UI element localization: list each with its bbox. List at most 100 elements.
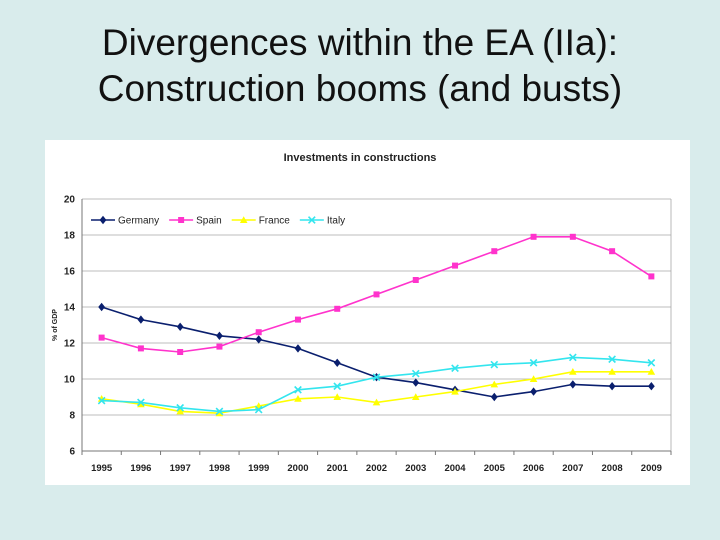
x-tick-label: 2000 xyxy=(287,463,308,474)
data-point-france xyxy=(333,393,342,400)
data-point-italy xyxy=(529,358,538,367)
legend-marker-italy xyxy=(307,216,316,224)
data-point-italy xyxy=(176,403,185,412)
data-point-france xyxy=(411,393,420,400)
data-point-italy xyxy=(372,373,381,382)
x-tick-label: 2003 xyxy=(405,463,426,474)
x-tick-label: 2008 xyxy=(602,463,623,474)
x-tick-label: 2005 xyxy=(484,463,506,474)
data-point-spain xyxy=(569,233,576,240)
data-point-italy xyxy=(647,358,656,367)
x-tick-label: 1999 xyxy=(248,463,269,474)
data-point-italy xyxy=(137,398,145,407)
x-tick-label: 1996 xyxy=(130,463,151,474)
data-point-france xyxy=(569,368,577,375)
data-point-france xyxy=(294,395,302,402)
data-point-italy xyxy=(411,369,420,378)
x-tick-label: 1995 xyxy=(91,463,113,474)
x-tick-label: 2004 xyxy=(444,463,466,474)
series-italy xyxy=(97,353,656,416)
data-point-spain xyxy=(216,343,223,350)
series-lines xyxy=(97,233,656,417)
y-tick-label: 10 xyxy=(64,375,76,386)
data-point-italy xyxy=(254,405,263,414)
data-point-italy xyxy=(294,385,302,394)
data-point-germany xyxy=(137,315,145,324)
slide-title-line-1: Divergences within the EA (IIa): xyxy=(101,22,619,63)
data-point-france xyxy=(529,375,538,382)
y-tick-label: 18 xyxy=(64,231,76,242)
legend-label-spain: Spain xyxy=(196,216,222,227)
data-point-italy xyxy=(490,360,499,369)
y-axis-label: % of GDP xyxy=(52,309,59,341)
data-point-spain xyxy=(294,316,301,323)
data-point-france xyxy=(372,398,381,406)
data-point-spain xyxy=(648,273,655,280)
data-point-spain xyxy=(255,329,262,336)
data-point-france xyxy=(490,380,499,388)
data-point-italy xyxy=(215,407,224,416)
data-point-germany xyxy=(98,302,106,312)
data-point-france xyxy=(215,409,224,417)
legend-item-spain: Spain xyxy=(169,216,222,227)
data-point-germany xyxy=(255,335,263,344)
data-point-spain xyxy=(98,334,105,341)
x-tick-label: 2009 xyxy=(641,463,662,474)
series-france xyxy=(97,368,656,417)
data-point-germany xyxy=(490,392,498,402)
data-point-germany xyxy=(608,382,616,391)
slide-title: Divergences within the EA (IIa): Constru… xyxy=(0,20,720,112)
legend-label-germany: Germany xyxy=(118,216,159,227)
data-point-france xyxy=(608,368,616,375)
y-tick-label: 16 xyxy=(64,267,76,278)
axes: 6 8 10 12 14 16 18 20 1995 1996 1997 1998 1999 2000 20… xyxy=(64,195,672,474)
data-point-germany xyxy=(333,358,341,367)
data-point-spain xyxy=(137,345,144,352)
data-point-germany xyxy=(569,380,577,389)
data-point-germany xyxy=(647,382,655,391)
y-tick-label: 6 xyxy=(69,447,75,458)
data-point-italy xyxy=(97,396,106,405)
data-point-spain xyxy=(609,248,616,255)
data-point-france xyxy=(137,400,145,408)
slide-title-line-2: Construction booms (and busts) xyxy=(97,68,623,109)
line-chart: Investments in constructions % of GDP 6 8… xyxy=(52,152,672,474)
data-point-spain xyxy=(373,291,380,298)
data-point-italy xyxy=(451,364,459,373)
chart-title: Investments in constructions xyxy=(284,152,437,164)
data-point-spain xyxy=(530,233,537,240)
legend-label-france: France xyxy=(259,216,291,227)
x-tick-label: 2002 xyxy=(366,463,387,474)
x-tick-label: 1998 xyxy=(209,463,230,474)
data-point-germany xyxy=(176,322,184,331)
data-point-spain xyxy=(452,262,459,269)
legend-item-italy: Italy xyxy=(299,216,345,227)
data-point-france xyxy=(647,368,656,375)
data-point-spain xyxy=(177,349,184,355)
y-tick-label: 14 xyxy=(64,303,76,314)
data-point-spain xyxy=(334,305,341,312)
data-point-italy xyxy=(333,382,342,391)
legend: Germany Spain France Italy xyxy=(91,216,345,227)
legend-marker-france xyxy=(239,216,248,223)
chart-panel: Investments in constructions % of GDP 6 8… xyxy=(45,140,690,485)
data-point-italy xyxy=(608,355,616,364)
data-point-germany xyxy=(530,387,537,396)
x-tick-label: 2001 xyxy=(327,463,349,474)
data-point-spain xyxy=(412,277,419,283)
y-tick-label: 20 xyxy=(64,195,76,206)
x-tick-label: 2006 xyxy=(523,463,544,474)
data-point-germany xyxy=(412,378,420,387)
x-tick-label: 1997 xyxy=(170,463,191,474)
data-point-spain xyxy=(491,248,498,255)
legend-marker-spain xyxy=(178,217,185,223)
legend-marker-germany xyxy=(99,215,107,225)
legend-item-germany: Germany xyxy=(91,216,159,227)
legend-label-italy: Italy xyxy=(327,216,345,227)
data-point-germany xyxy=(216,331,223,340)
data-point-france xyxy=(176,407,184,415)
series-spain xyxy=(98,233,655,355)
data-point-italy xyxy=(568,353,577,362)
data-point-germany xyxy=(294,344,302,353)
x-tick-label: 2007 xyxy=(562,463,583,474)
